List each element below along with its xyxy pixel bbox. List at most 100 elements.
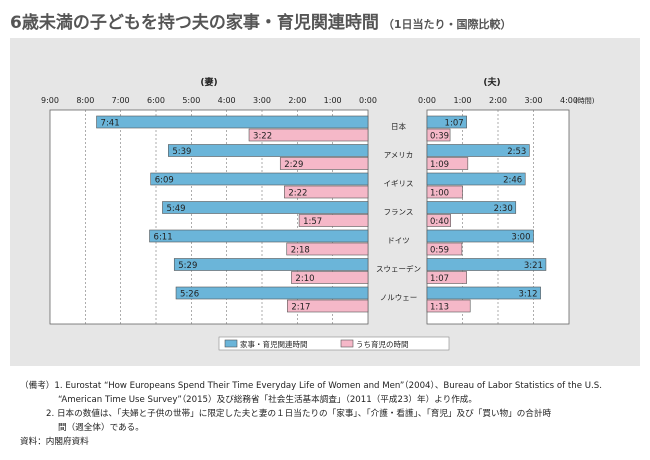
wife-total-bar	[168, 144, 369, 157]
husband-total-bar	[426, 229, 534, 243]
husband-total-bar	[426, 115, 467, 129]
wife-childcare-label: 2:29	[284, 160, 303, 170]
left-tick-label: 1:00	[324, 96, 342, 105]
husband-childcare-bar	[426, 299, 471, 313]
left-tick-label: 4:00	[218, 96, 236, 105]
category-label: アメリカ	[384, 151, 414, 160]
left-tick-label: 2:00	[288, 96, 306, 105]
husband-childcare-label: 1:00	[430, 189, 449, 199]
husband-childcare-bar	[426, 157, 469, 170]
wife-childcare-bar	[287, 299, 369, 313]
left-tick-label: 0:00	[359, 96, 377, 105]
left-tick-label: 9:00	[41, 96, 59, 105]
note-1-label: （備考）1.	[20, 381, 63, 391]
wife-childcare-label: 2:22	[288, 189, 307, 199]
husband-total-bar	[426, 201, 517, 214]
wife-total-label: 5:49	[166, 204, 185, 214]
note-1-text-1: Eurostat “How Europeans Spend Their Time…	[65, 381, 602, 391]
legend-label-childcare: うち育児の時間	[356, 339, 409, 349]
note-2-text-1: 日本の数値は、「夫婦と子供の世帯」に限定した夫と妻の１日当たりの「家事」、「介護…	[56, 409, 552, 419]
husband-total-bar	[426, 286, 541, 300]
wife-total-label: 5:29	[178, 261, 197, 271]
left-tick-label: 5:00	[182, 96, 200, 105]
husband-childcare-bar	[426, 271, 467, 284]
husband-childcare-bar	[426, 242, 463, 256]
wife-total-bar	[175, 286, 369, 300]
husband-total-label: 3:21	[524, 261, 543, 271]
right-panel-title: (夫)	[483, 76, 500, 88]
note-2-line-2: 間（週全体）である。	[58, 423, 144, 433]
husband-total-bar	[426, 144, 530, 157]
left-tick-label: 3:00	[253, 96, 271, 105]
wife-childcare-bar	[298, 214, 369, 227]
legend-box	[218, 336, 450, 351]
husband-total-label: 2:30	[494, 204, 513, 214]
notes: （備考）1. Eurostat “How Europeans Spend The…	[20, 379, 640, 449]
husband-total-label: 3:00	[511, 233, 530, 243]
category-label: 日本	[391, 121, 406, 131]
wife-total-label: 5:26	[180, 290, 199, 300]
wife-total-bar	[96, 115, 369, 129]
husband-childcare-label: 1:13	[430, 303, 449, 313]
wife-childcare-label: 1:57	[303, 217, 322, 227]
note-2-label: 2.	[46, 409, 55, 419]
husband-total-label: 2:46	[503, 176, 522, 186]
right-tick-label: 3:00	[525, 96, 543, 105]
right-unit-label: (時間)	[575, 97, 595, 105]
legend-label-total: 家事・育児関連時間	[240, 339, 308, 349]
wife-childcare-label: 3:22	[253, 132, 272, 142]
chart-panel: (妻) (夫) 9:00 8:00 7:00 6:00 5:00 4:00 3:00 2:00 1:…	[10, 38, 640, 366]
left-tick-label: 6:00	[147, 96, 165, 105]
wife-total-bar	[162, 201, 369, 214]
left-tick-label: 7:00	[112, 96, 130, 105]
note-1-line-1: （備考）1. Eurostat “How Europeans Spend The…	[20, 379, 640, 393]
right-tick-label: 4:00	[560, 96, 578, 105]
husband-total-label: 1:07	[445, 119, 464, 129]
wife-total-bar	[149, 229, 369, 243]
note-2-line-1: 2. 日本の数値は、「夫婦と子供の世帯」に限定した夫と妻の１日当たりの「家事」、…	[20, 407, 640, 421]
category-label: ノルウェー	[380, 293, 418, 302]
legend-swatch-childcare	[340, 339, 354, 348]
wife-total-label: 6:11	[154, 233, 173, 243]
category-label: スウェーデン	[376, 264, 421, 274]
husband-total-bar	[426, 172, 526, 186]
source-note: 資料：内閣府資料	[20, 437, 89, 447]
wife-total-label: 5:39	[172, 147, 191, 157]
wife-childcare-bar	[286, 242, 369, 256]
husband-total-bar	[426, 258, 547, 271]
right-tick-label: 0:00	[418, 96, 436, 105]
wife-childcare-bar	[248, 128, 369, 142]
left-panel-title: (妻)	[200, 76, 217, 88]
wife-childcare-label: 2:10	[295, 274, 314, 284]
wife-childcare-label: 2:17	[291, 303, 310, 313]
wife-total-bar	[150, 172, 369, 186]
husband-childcare-bar	[426, 214, 451, 227]
category-label: イギリス	[384, 179, 414, 188]
wife-childcare-bar	[279, 157, 369, 170]
wife-total-label: 6:09	[155, 176, 174, 186]
husband-total-label: 3:12	[519, 290, 538, 300]
husband-childcare-label: 1:09	[430, 160, 449, 170]
note-1-line-2: “American Time Use Survey”（2015）及び総務省「社会…	[58, 395, 477, 405]
bar-chart: (妻) (夫) 9:00 8:00 7:00 6:00 5:00 4:00 3:00 2:00 1:…	[41, 76, 595, 351]
chart-title: 6歳未満の子どもを持つ夫の家事・育児関連時間 （1日当たり・国際比較）	[10, 8, 511, 33]
legend-swatch-total	[224, 339, 238, 348]
husband-childcare-label: 1:07	[430, 274, 449, 284]
husband-childcare-label: 0:39	[430, 132, 449, 142]
husband-childcare-label: 0:40	[430, 217, 449, 227]
title-subtitle: （1日当たり・国際比較）	[382, 18, 512, 31]
wife-childcare-bar	[284, 185, 369, 199]
husband-childcare-bar	[426, 185, 463, 199]
wife-total-bar	[173, 258, 369, 271]
category-label: フランス	[384, 208, 414, 217]
wife-total-label: 7:41	[101, 119, 120, 129]
husband-childcare-bar	[426, 128, 451, 142]
husband-childcare-label: 0:59	[430, 246, 449, 256]
title-main: 6歳未満の子どもを持つ夫の家事・育児関連時間	[10, 13, 379, 33]
wife-childcare-label: 2:18	[291, 246, 310, 256]
husband-total-label: 2:53	[507, 147, 526, 157]
left-tick-label: 8:00	[76, 96, 94, 105]
wife-childcare-bar	[291, 271, 369, 284]
category-label: ドイツ	[387, 236, 410, 245]
right-tick-label: 1:00	[454, 96, 472, 105]
